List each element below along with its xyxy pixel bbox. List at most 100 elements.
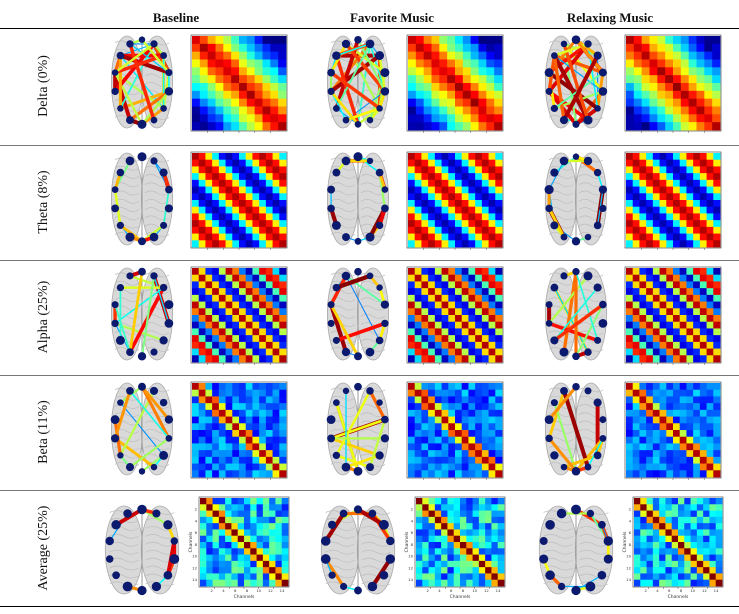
matrix-cell — [673, 83, 682, 92]
matrix-cell — [455, 159, 463, 167]
matrix-cell — [706, 436, 714, 444]
matrix-cell — [455, 268, 463, 276]
matrix-cell — [632, 268, 640, 276]
matrix-cell — [678, 523, 685, 530]
matrix-cell — [200, 504, 207, 511]
matrix-cell — [225, 328, 233, 336]
matrix-cell — [439, 98, 448, 107]
matrix-cell — [475, 450, 483, 458]
matrix-cell — [244, 510, 251, 518]
matrix-cell — [693, 396, 701, 404]
matrix-cell — [646, 193, 654, 201]
matrix-cell — [703, 579, 710, 587]
matrix-cell — [481, 173, 489, 181]
matrix-cell — [468, 450, 476, 458]
matrix-cell — [626, 193, 634, 201]
matrix-cell — [269, 579, 276, 587]
matrix-cell — [244, 560, 251, 568]
matrix-cell — [690, 573, 698, 581]
matrix-cell — [414, 288, 422, 296]
matrix-cell — [212, 159, 220, 167]
matrix-cell — [269, 560, 276, 568]
matrix-cell — [441, 226, 449, 234]
matrix-cell — [441, 274, 449, 282]
matrix-cell — [198, 274, 206, 282]
matrix-cell — [652, 153, 660, 161]
matrix-cell — [198, 179, 206, 187]
matrix-cell — [422, 554, 429, 562]
network-edge — [547, 436, 578, 473]
matrix-cell — [428, 166, 436, 174]
matrix-cell — [441, 193, 449, 201]
matrix-cell — [699, 200, 707, 208]
matrix-cell — [218, 579, 226, 587]
matrix-cell — [232, 159, 240, 167]
matrix-cell — [688, 98, 697, 107]
matrix-cell — [497, 523, 505, 530]
electrode-node — [126, 386, 134, 395]
matrix-cell — [706, 206, 714, 214]
matrix-cell — [408, 315, 416, 323]
matrix-cell — [678, 560, 685, 568]
matrix-cell — [212, 450, 220, 458]
matrix-cell — [659, 179, 667, 187]
matrix-cell — [706, 328, 714, 336]
matrix-cell — [206, 573, 213, 581]
matrix-cell — [192, 213, 200, 221]
matrix-cell — [488, 288, 496, 296]
matrix-cell — [448, 186, 456, 194]
electrode-node — [593, 451, 602, 460]
matrix-cell — [713, 396, 721, 404]
electrode-node — [560, 272, 568, 280]
matrix-cell — [408, 173, 416, 181]
matrix-cell — [693, 186, 701, 194]
matrix-cell — [652, 166, 660, 174]
matrix-cell — [455, 220, 463, 228]
matrix-cell — [673, 106, 682, 115]
electrode-node — [559, 347, 569, 357]
matrix-cell — [447, 523, 455, 530]
electrode-node — [571, 585, 581, 596]
matrix-cell — [232, 186, 240, 194]
matrix-cell — [441, 573, 448, 581]
matrix-cell — [665, 59, 674, 68]
matrix-cell — [688, 114, 697, 123]
matrix-cell — [666, 281, 674, 289]
matrix-cell — [704, 75, 713, 84]
matrix-cell — [252, 166, 260, 174]
matrix-cell — [468, 186, 476, 194]
electrode-node — [116, 168, 125, 177]
matrix-ylabel: Channels — [188, 531, 194, 552]
matrix-cell — [673, 315, 681, 323]
matrix-cell — [225, 450, 233, 458]
matrix-cell — [673, 409, 681, 417]
matrix-cell — [485, 573, 492, 581]
matrix-cell — [428, 288, 436, 296]
matrix-cell — [679, 294, 687, 302]
matrix-cell — [212, 341, 220, 349]
matrix-cell — [199, 98, 209, 107]
matrix-cell — [468, 213, 476, 221]
matrix-cell — [634, 529, 641, 537]
matrix-cell — [657, 106, 666, 115]
matrix-cell — [704, 36, 713, 45]
connectivity-matrix — [624, 266, 722, 365]
matrix-cell — [198, 430, 206, 438]
matrix-cell — [198, 153, 206, 161]
matrix-cell — [652, 450, 660, 458]
matrix-tick-label: 12 — [702, 588, 707, 593]
matrix-cell — [414, 315, 422, 323]
matrix-cell — [686, 166, 694, 174]
matrix-cell — [495, 213, 503, 221]
matrix-cell — [408, 470, 416, 478]
matrix-cell — [225, 510, 232, 518]
matrix-cell — [461, 173, 469, 181]
matrix-cell — [481, 153, 489, 161]
electrode-node — [327, 87, 335, 95]
matrix-cell — [212, 443, 220, 451]
matrix-cell — [646, 396, 654, 404]
matrix-cell — [470, 98, 479, 107]
matrix-cell — [665, 529, 673, 537]
matrix-cell — [415, 122, 425, 131]
matrix-cell — [652, 186, 660, 194]
